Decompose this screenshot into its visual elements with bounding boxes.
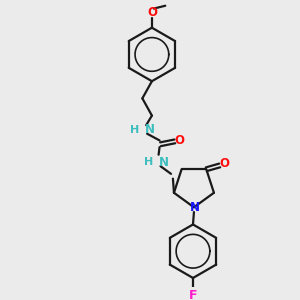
Text: H: H (144, 158, 153, 167)
Text: H: H (130, 125, 140, 135)
Text: F: F (189, 289, 197, 300)
Text: O: O (219, 157, 230, 170)
Text: N: N (145, 123, 155, 136)
Text: N: N (159, 156, 169, 169)
Text: O: O (175, 134, 184, 147)
Text: O: O (148, 6, 158, 19)
Text: N: N (190, 201, 200, 214)
